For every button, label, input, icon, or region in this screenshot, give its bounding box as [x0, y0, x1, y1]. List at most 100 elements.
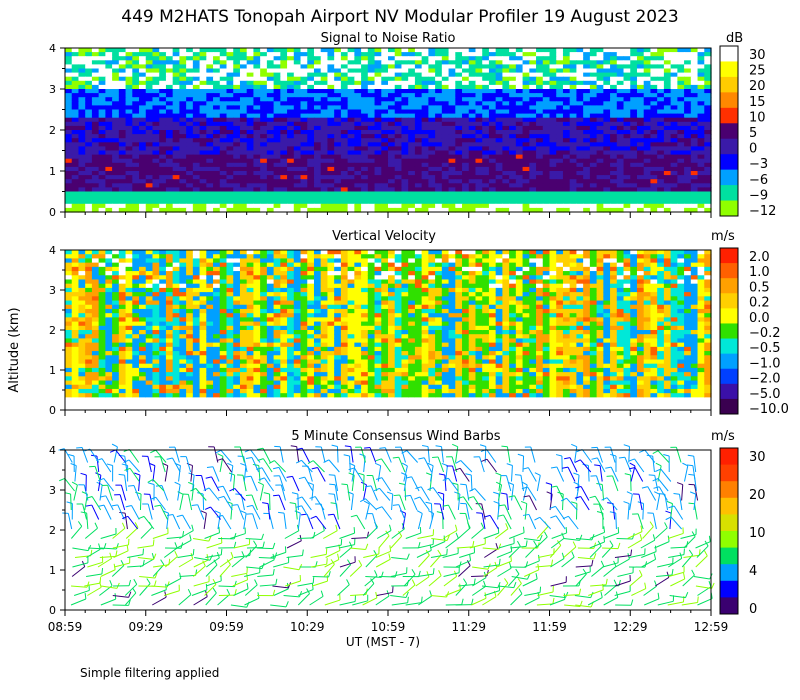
- vv-cell: [192, 346, 201, 352]
- snr-cell: [186, 89, 194, 94]
- snr-cell: [636, 48, 645, 53]
- snr-cell: [233, 146, 241, 152]
- snr-cell: [502, 171, 510, 176]
- snr-cell: [313, 187, 322, 193]
- snr-cell: [186, 146, 194, 152]
- snr-cell: [529, 175, 537, 180]
- snr-cell: [636, 187, 645, 193]
- snr-cell: [596, 101, 604, 106]
- snr-cell: [327, 89, 335, 94]
- snr-cell: [502, 68, 510, 74]
- vv-cell: [125, 376, 133, 382]
- snr-cell: [213, 125, 221, 131]
- snr-cell: [650, 64, 658, 70]
- snr-cell: [549, 146, 557, 152]
- snr-cell: [610, 60, 618, 65]
- snr-cell: [589, 84, 598, 90]
- vv-cell: [219, 279, 228, 285]
- vv-cell: [206, 292, 214, 297]
- snr-cell: [583, 105, 591, 111]
- snr-cell: [488, 130, 497, 135]
- snr-cell: [542, 191, 551, 197]
- snr-cell: [132, 179, 140, 184]
- snr-cell: [320, 125, 329, 131]
- snr-cbar-swatch: [720, 154, 738, 171]
- snr-cell: [381, 89, 389, 94]
- snr-cell: [293, 48, 302, 53]
- snr-cell: [596, 76, 604, 82]
- snr-cell: [300, 150, 308, 156]
- snr-cell: [152, 130, 160, 135]
- snr-cell: [475, 97, 483, 102]
- snr-cell: [112, 48, 120, 53]
- vv-cell: [192, 359, 201, 365]
- snr-cell: [172, 125, 180, 131]
- vv-cell: [226, 250, 234, 255]
- snr-cell: [536, 52, 544, 57]
- snr-cell: [610, 138, 618, 143]
- vv-cell: [186, 275, 194, 281]
- snr-cell: [562, 84, 571, 90]
- snr-cell: [623, 187, 631, 193]
- snr-cell: [239, 80, 248, 86]
- snr-cell: [394, 101, 403, 106]
- vv-cell: [192, 325, 201, 331]
- snr-cell: [596, 84, 604, 90]
- snr-cell: [246, 64, 255, 70]
- snr-cell: [98, 134, 106, 139]
- snr-cell: [576, 109, 584, 115]
- snr-cell: [233, 162, 241, 168]
- snr-cell: [650, 175, 658, 180]
- snr-cell: [85, 48, 93, 53]
- snr-cell: [697, 195, 705, 201]
- snr-cell: [509, 60, 517, 65]
- snr-cell: [394, 187, 403, 193]
- snr-cell: [313, 207, 322, 213]
- vv-cell: [239, 380, 248, 386]
- snr-cell: [145, 109, 154, 115]
- snr-cell: [300, 199, 308, 205]
- snr-cell: [603, 64, 611, 70]
- vv-cell: [165, 338, 174, 344]
- snr-cell: [145, 113, 154, 119]
- snr-cell: [85, 199, 93, 205]
- snr-cell: [340, 121, 349, 127]
- snr-cell: [132, 199, 140, 205]
- vv-cell: [206, 250, 214, 255]
- snr-cell: [704, 117, 712, 123]
- snr-cell: [455, 154, 463, 160]
- vv-cell: [105, 275, 113, 281]
- snr-cell: [78, 60, 86, 65]
- snr-cell: [65, 158, 73, 164]
- snr-cell: [65, 105, 73, 111]
- snr-cell: [118, 191, 127, 197]
- snr-cell: [78, 117, 86, 123]
- snr-cell: [414, 179, 423, 184]
- vv-cell: [186, 388, 194, 394]
- snr-cell: [435, 109, 443, 115]
- snr-cell: [549, 101, 557, 106]
- snr-cell: [482, 191, 490, 197]
- snr-cell: [253, 72, 261, 78]
- snr-cell: [85, 117, 93, 123]
- vv-cell: [118, 262, 127, 268]
- vv-cell: [206, 313, 214, 318]
- snr-cell: [408, 121, 416, 127]
- snr-cell: [643, 130, 652, 135]
- snr-cell: [273, 109, 281, 115]
- vv-cell: [199, 359, 207, 365]
- snr-cell: [536, 179, 544, 184]
- vv-cell: [213, 376, 221, 382]
- snr-cell: [697, 117, 705, 123]
- vv-cell: [152, 397, 160, 403]
- snr-cell: [367, 60, 376, 65]
- snr-cell: [347, 101, 355, 106]
- vv-cell: [192, 279, 201, 285]
- snr-cell: [623, 84, 631, 90]
- snr-cell: [293, 60, 302, 65]
- vv-cell: [65, 287, 73, 293]
- vv-cell: [165, 330, 174, 335]
- vv-cell: [206, 376, 214, 382]
- snr-cell: [562, 48, 571, 53]
- snr-cell: [401, 187, 409, 193]
